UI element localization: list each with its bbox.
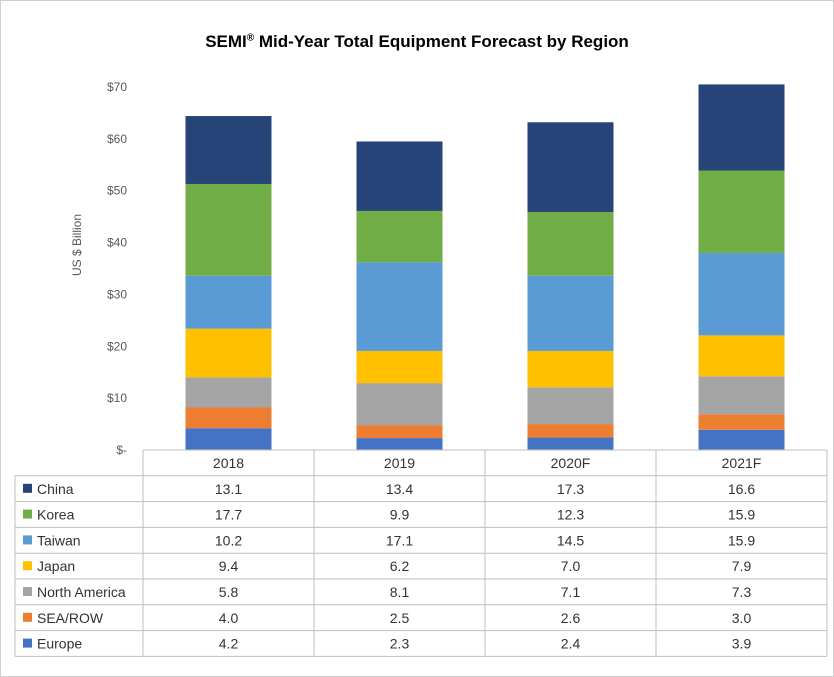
- legend-swatch: [23, 483, 32, 493]
- legend-label: Europe: [37, 636, 82, 652]
- bar-segment-europe-2019: [356, 438, 443, 450]
- bar-segment-china-2019: [356, 141, 443, 211]
- y-axis-label: US $ Billion: [70, 214, 84, 276]
- data-label: 7.9: [732, 558, 752, 574]
- bar-segment-north-america-2020f: [527, 387, 614, 425]
- legend-label: Korea: [37, 507, 75, 523]
- y-tick-label: $20: [107, 339, 127, 353]
- bar-segment-taiwan-2019: [356, 262, 443, 351]
- bar-segment-china-2018: [185, 116, 272, 184]
- legend-label: North America: [37, 584, 126, 600]
- legend-swatch: [23, 535, 32, 545]
- data-label: 7.1: [561, 584, 581, 600]
- data-label: 13.1: [215, 481, 242, 497]
- y-tick-label: $70: [107, 80, 127, 94]
- y-tick-label: $50: [107, 184, 127, 198]
- data-label: 16.6: [728, 481, 755, 497]
- data-label: 17.1: [386, 532, 413, 548]
- bar-segment-china-2021f: [698, 84, 785, 171]
- bar-segment-north-america-2018: [185, 377, 272, 408]
- data-label: 2.6: [561, 610, 581, 626]
- data-label: 14.5: [557, 532, 584, 548]
- data-label: 8.1: [390, 584, 410, 600]
- bar-segment-taiwan-2021f: [698, 252, 785, 336]
- legend-swatch: [23, 612, 32, 622]
- bar-segment-japan-2021f: [698, 335, 785, 377]
- data-label: 5.8: [219, 584, 239, 600]
- category-label: 2021F: [722, 455, 762, 471]
- data-label: 3.0: [732, 610, 752, 626]
- bar-segment-europe-2021f: [698, 429, 785, 450]
- bar-segment-korea-2019: [356, 210, 443, 263]
- data-label: 13.4: [386, 481, 413, 497]
- legend-label: Japan: [37, 558, 75, 574]
- data-label: 2.3: [390, 636, 410, 652]
- bar-segment-korea-2020f: [527, 211, 614, 276]
- legend-swatch: [23, 509, 32, 519]
- bar-segment-china-2020f: [527, 122, 614, 212]
- data-label: 17.3: [557, 481, 584, 497]
- data-label: 9.4: [219, 558, 239, 574]
- bar-segment-europe-2020f: [527, 437, 614, 450]
- data-label: 4.2: [219, 636, 239, 652]
- data-label: 6.2: [390, 558, 410, 574]
- bar-segment-sea-row-2021f: [698, 414, 785, 430]
- data-label: 2.5: [390, 610, 410, 626]
- bar-segment-taiwan-2018: [185, 275, 272, 329]
- bar-segment-europe-2018: [185, 428, 272, 450]
- legend-swatch: [23, 638, 32, 648]
- bar-segment-sea-row-2019: [356, 425, 443, 439]
- data-label: 10.2: [215, 532, 242, 548]
- data-label: 7.3: [732, 584, 752, 600]
- data-label: 3.9: [732, 636, 752, 652]
- bar-segment-japan-2020f: [527, 350, 614, 388]
- data-label: 15.9: [728, 532, 755, 548]
- legend-swatch: [23, 587, 32, 596]
- data-label: 9.9: [390, 507, 410, 523]
- category-label: 2020F: [551, 455, 591, 471]
- bar-segment-sea-row-2020f: [527, 424, 614, 438]
- bar-segment-taiwan-2020f: [527, 275, 614, 351]
- y-tick-label: $-: [116, 443, 127, 457]
- bar-segment-sea-row-2018: [185, 407, 272, 429]
- legend-label: Taiwan: [37, 532, 81, 548]
- y-tick-label: $60: [107, 132, 127, 146]
- legend-swatch: [23, 561, 32, 571]
- category-label: 2018: [213, 455, 244, 471]
- data-label: 2.4: [561, 636, 581, 652]
- chart-title: SEMI® Mid-Year Total Equipment Forecast …: [205, 32, 629, 51]
- data-label: 7.0: [561, 558, 581, 574]
- data-label: 4.0: [219, 610, 239, 626]
- bar-segment-japan-2018: [185, 328, 272, 378]
- legend-label: China: [37, 481, 74, 497]
- legend-label: SEA/ROW: [37, 610, 104, 626]
- bar-segment-korea-2021f: [698, 170, 785, 253]
- y-tick-label: $40: [107, 236, 127, 250]
- bar-segment-japan-2019: [356, 350, 443, 384]
- data-label: 15.9: [728, 507, 755, 523]
- bar-segment-korea-2018: [185, 183, 272, 276]
- bar-segment-north-america-2021f: [698, 376, 785, 415]
- category-label: 2019: [384, 455, 415, 471]
- data-label: 17.7: [215, 507, 242, 523]
- y-tick-label: $10: [107, 391, 127, 405]
- bar-segment-north-america-2019: [356, 383, 443, 426]
- y-tick-label: $30: [107, 287, 127, 301]
- data-label: 12.3: [557, 507, 584, 523]
